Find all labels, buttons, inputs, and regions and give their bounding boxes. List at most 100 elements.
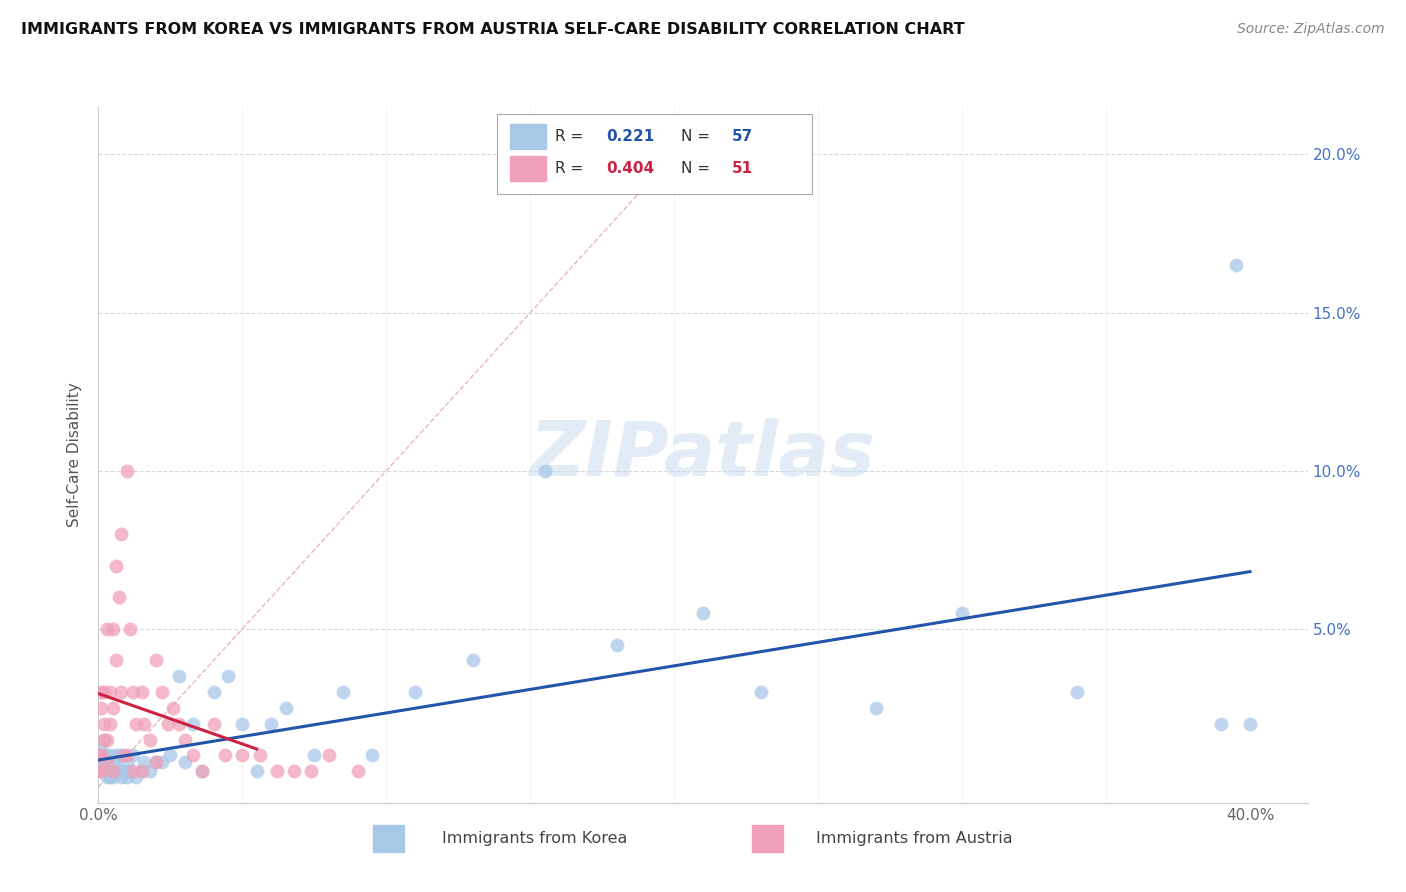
Text: IMMIGRANTS FROM KOREA VS IMMIGRANTS FROM AUSTRIA SELF-CARE DISABILITY CORRELATIO: IMMIGRANTS FROM KOREA VS IMMIGRANTS FROM… bbox=[21, 22, 965, 37]
Point bbox=[318, 748, 340, 763]
Point bbox=[96, 764, 118, 779]
Text: Immigrants from Austria: Immigrants from Austria bbox=[815, 831, 1012, 846]
Point bbox=[90, 764, 112, 779]
Point bbox=[96, 755, 118, 769]
Point bbox=[361, 748, 384, 763]
Point bbox=[1211, 716, 1233, 731]
Point bbox=[96, 732, 118, 747]
Text: R =: R = bbox=[555, 161, 583, 177]
Point bbox=[131, 764, 153, 779]
Point bbox=[404, 685, 426, 699]
Point bbox=[90, 685, 112, 699]
Point bbox=[96, 771, 118, 785]
Point bbox=[346, 764, 368, 779]
Point bbox=[1239, 716, 1261, 731]
Point bbox=[231, 748, 253, 763]
Point bbox=[104, 558, 127, 573]
Point bbox=[274, 701, 297, 715]
Point bbox=[167, 716, 190, 731]
Point bbox=[749, 685, 772, 699]
Point bbox=[93, 732, 115, 747]
Point bbox=[98, 748, 121, 763]
Point bbox=[90, 748, 112, 763]
Point bbox=[533, 464, 555, 478]
Point bbox=[134, 716, 156, 731]
Point bbox=[110, 748, 132, 763]
Point bbox=[93, 761, 115, 775]
Point bbox=[120, 764, 142, 779]
Point bbox=[283, 764, 305, 779]
Y-axis label: Self-Care Disability: Self-Care Disability bbox=[67, 383, 83, 527]
Point bbox=[96, 755, 118, 769]
Point bbox=[120, 622, 142, 636]
Text: R =: R = bbox=[555, 128, 593, 144]
Point bbox=[110, 685, 132, 699]
Point bbox=[260, 716, 283, 731]
Point bbox=[101, 771, 124, 785]
Point bbox=[101, 755, 124, 769]
Point bbox=[183, 748, 205, 763]
Point bbox=[865, 701, 887, 715]
Point bbox=[159, 748, 181, 763]
Point bbox=[231, 716, 253, 731]
Point bbox=[101, 701, 124, 715]
Point bbox=[104, 761, 127, 775]
Point bbox=[692, 606, 714, 620]
Text: 57: 57 bbox=[733, 128, 754, 144]
Text: N =: N = bbox=[682, 128, 710, 144]
Point bbox=[162, 701, 184, 715]
Point bbox=[101, 764, 124, 779]
Point bbox=[139, 764, 162, 779]
Point bbox=[104, 748, 127, 763]
Point bbox=[214, 748, 236, 763]
Text: ZIPatlas: ZIPatlas bbox=[530, 418, 876, 491]
Point bbox=[98, 685, 121, 699]
Point bbox=[107, 764, 129, 779]
Point bbox=[101, 622, 124, 636]
FancyBboxPatch shape bbox=[498, 114, 811, 194]
Point bbox=[606, 638, 628, 652]
Point bbox=[145, 653, 167, 667]
Point bbox=[89, 764, 111, 779]
Point bbox=[89, 748, 111, 763]
Point bbox=[93, 732, 115, 747]
Point bbox=[202, 685, 225, 699]
Point bbox=[104, 653, 127, 667]
Text: Immigrants from Korea: Immigrants from Korea bbox=[441, 831, 627, 846]
FancyBboxPatch shape bbox=[509, 156, 546, 181]
Point bbox=[98, 716, 121, 731]
Point bbox=[950, 606, 973, 620]
Point bbox=[173, 732, 195, 747]
Point bbox=[110, 771, 132, 785]
Point bbox=[115, 755, 138, 769]
Point bbox=[139, 732, 162, 747]
Point bbox=[115, 464, 138, 478]
Point bbox=[332, 685, 354, 699]
Point bbox=[131, 685, 153, 699]
Point bbox=[304, 748, 326, 763]
Point bbox=[98, 771, 121, 785]
Point bbox=[90, 701, 112, 715]
Point bbox=[125, 771, 148, 785]
Point bbox=[134, 755, 156, 769]
Point bbox=[217, 669, 239, 683]
Point bbox=[131, 764, 153, 779]
Point bbox=[266, 764, 288, 779]
Point bbox=[93, 748, 115, 763]
Point bbox=[90, 755, 112, 769]
Point bbox=[1225, 258, 1247, 272]
Point bbox=[89, 748, 111, 763]
Text: 0.404: 0.404 bbox=[606, 161, 654, 177]
Point bbox=[1066, 685, 1088, 699]
Text: 0.221: 0.221 bbox=[606, 128, 655, 144]
Point bbox=[156, 716, 179, 731]
Point bbox=[461, 653, 484, 667]
Point bbox=[202, 716, 225, 731]
Point bbox=[191, 764, 214, 779]
Point bbox=[183, 716, 205, 731]
Point bbox=[191, 764, 214, 779]
Point bbox=[249, 748, 271, 763]
FancyBboxPatch shape bbox=[509, 124, 546, 149]
Point bbox=[112, 748, 135, 763]
Point bbox=[93, 685, 115, 699]
